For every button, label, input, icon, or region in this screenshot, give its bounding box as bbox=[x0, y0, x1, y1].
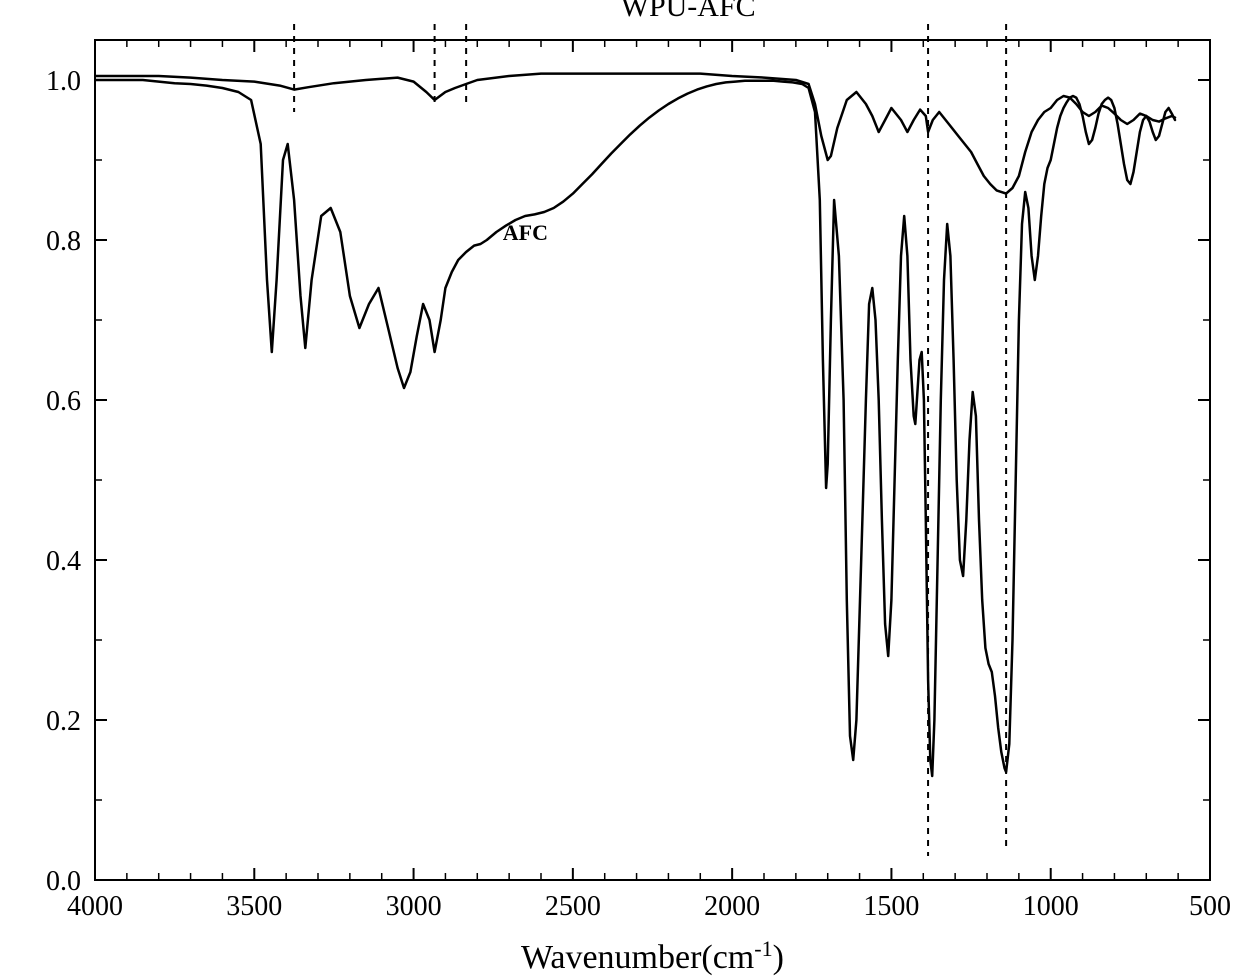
peak-label-3375: 3375 bbox=[252, 0, 296, 5]
x-tick-label: 1000 bbox=[1023, 891, 1079, 922]
x-tick-label: 3000 bbox=[386, 891, 442, 922]
peak-label-1140: 1140 bbox=[990, 0, 1033, 5]
y-tick-label: 0.2 bbox=[46, 706, 81, 737]
y-tick-label: 0.0 bbox=[46, 866, 81, 897]
ftir-spectrum-chart: 40003500300025002000150010005000.00.20.4… bbox=[0, 0, 1240, 978]
peak-label-1385: 1385 bbox=[896, 0, 940, 5]
y-tick-label: 1.0 bbox=[46, 66, 81, 97]
x-tick-label: 1500 bbox=[863, 891, 919, 922]
svg-text:Wavenumber(cm-1): Wavenumber(cm-1) bbox=[521, 936, 784, 977]
peak-label-2835: 2835 bbox=[444, 0, 488, 5]
x-tick-label: 2500 bbox=[545, 891, 601, 922]
x-axis-label: Wavenumber(cm-1) bbox=[521, 936, 784, 977]
chart-svg: 40003500300025002000150010005000.00.20.4… bbox=[0, 0, 1240, 978]
x-tick-label: 2000 bbox=[704, 891, 760, 922]
y-tick-label: 0.4 bbox=[46, 546, 81, 577]
series-afc bbox=[95, 80, 1175, 776]
series-label-afc: AFC bbox=[503, 220, 548, 245]
x-tick-label: 3500 bbox=[226, 891, 282, 922]
x-tick-label: 500 bbox=[1189, 891, 1231, 922]
series-wpu-afc bbox=[95, 74, 1175, 194]
series-label-wpu-afc: WPU-AFC bbox=[621, 0, 756, 23]
peak-label-2934: 2934 bbox=[403, 0, 447, 5]
y-tick-label: 0.8 bbox=[46, 226, 81, 257]
y-tick-label: 0.6 bbox=[46, 386, 81, 417]
